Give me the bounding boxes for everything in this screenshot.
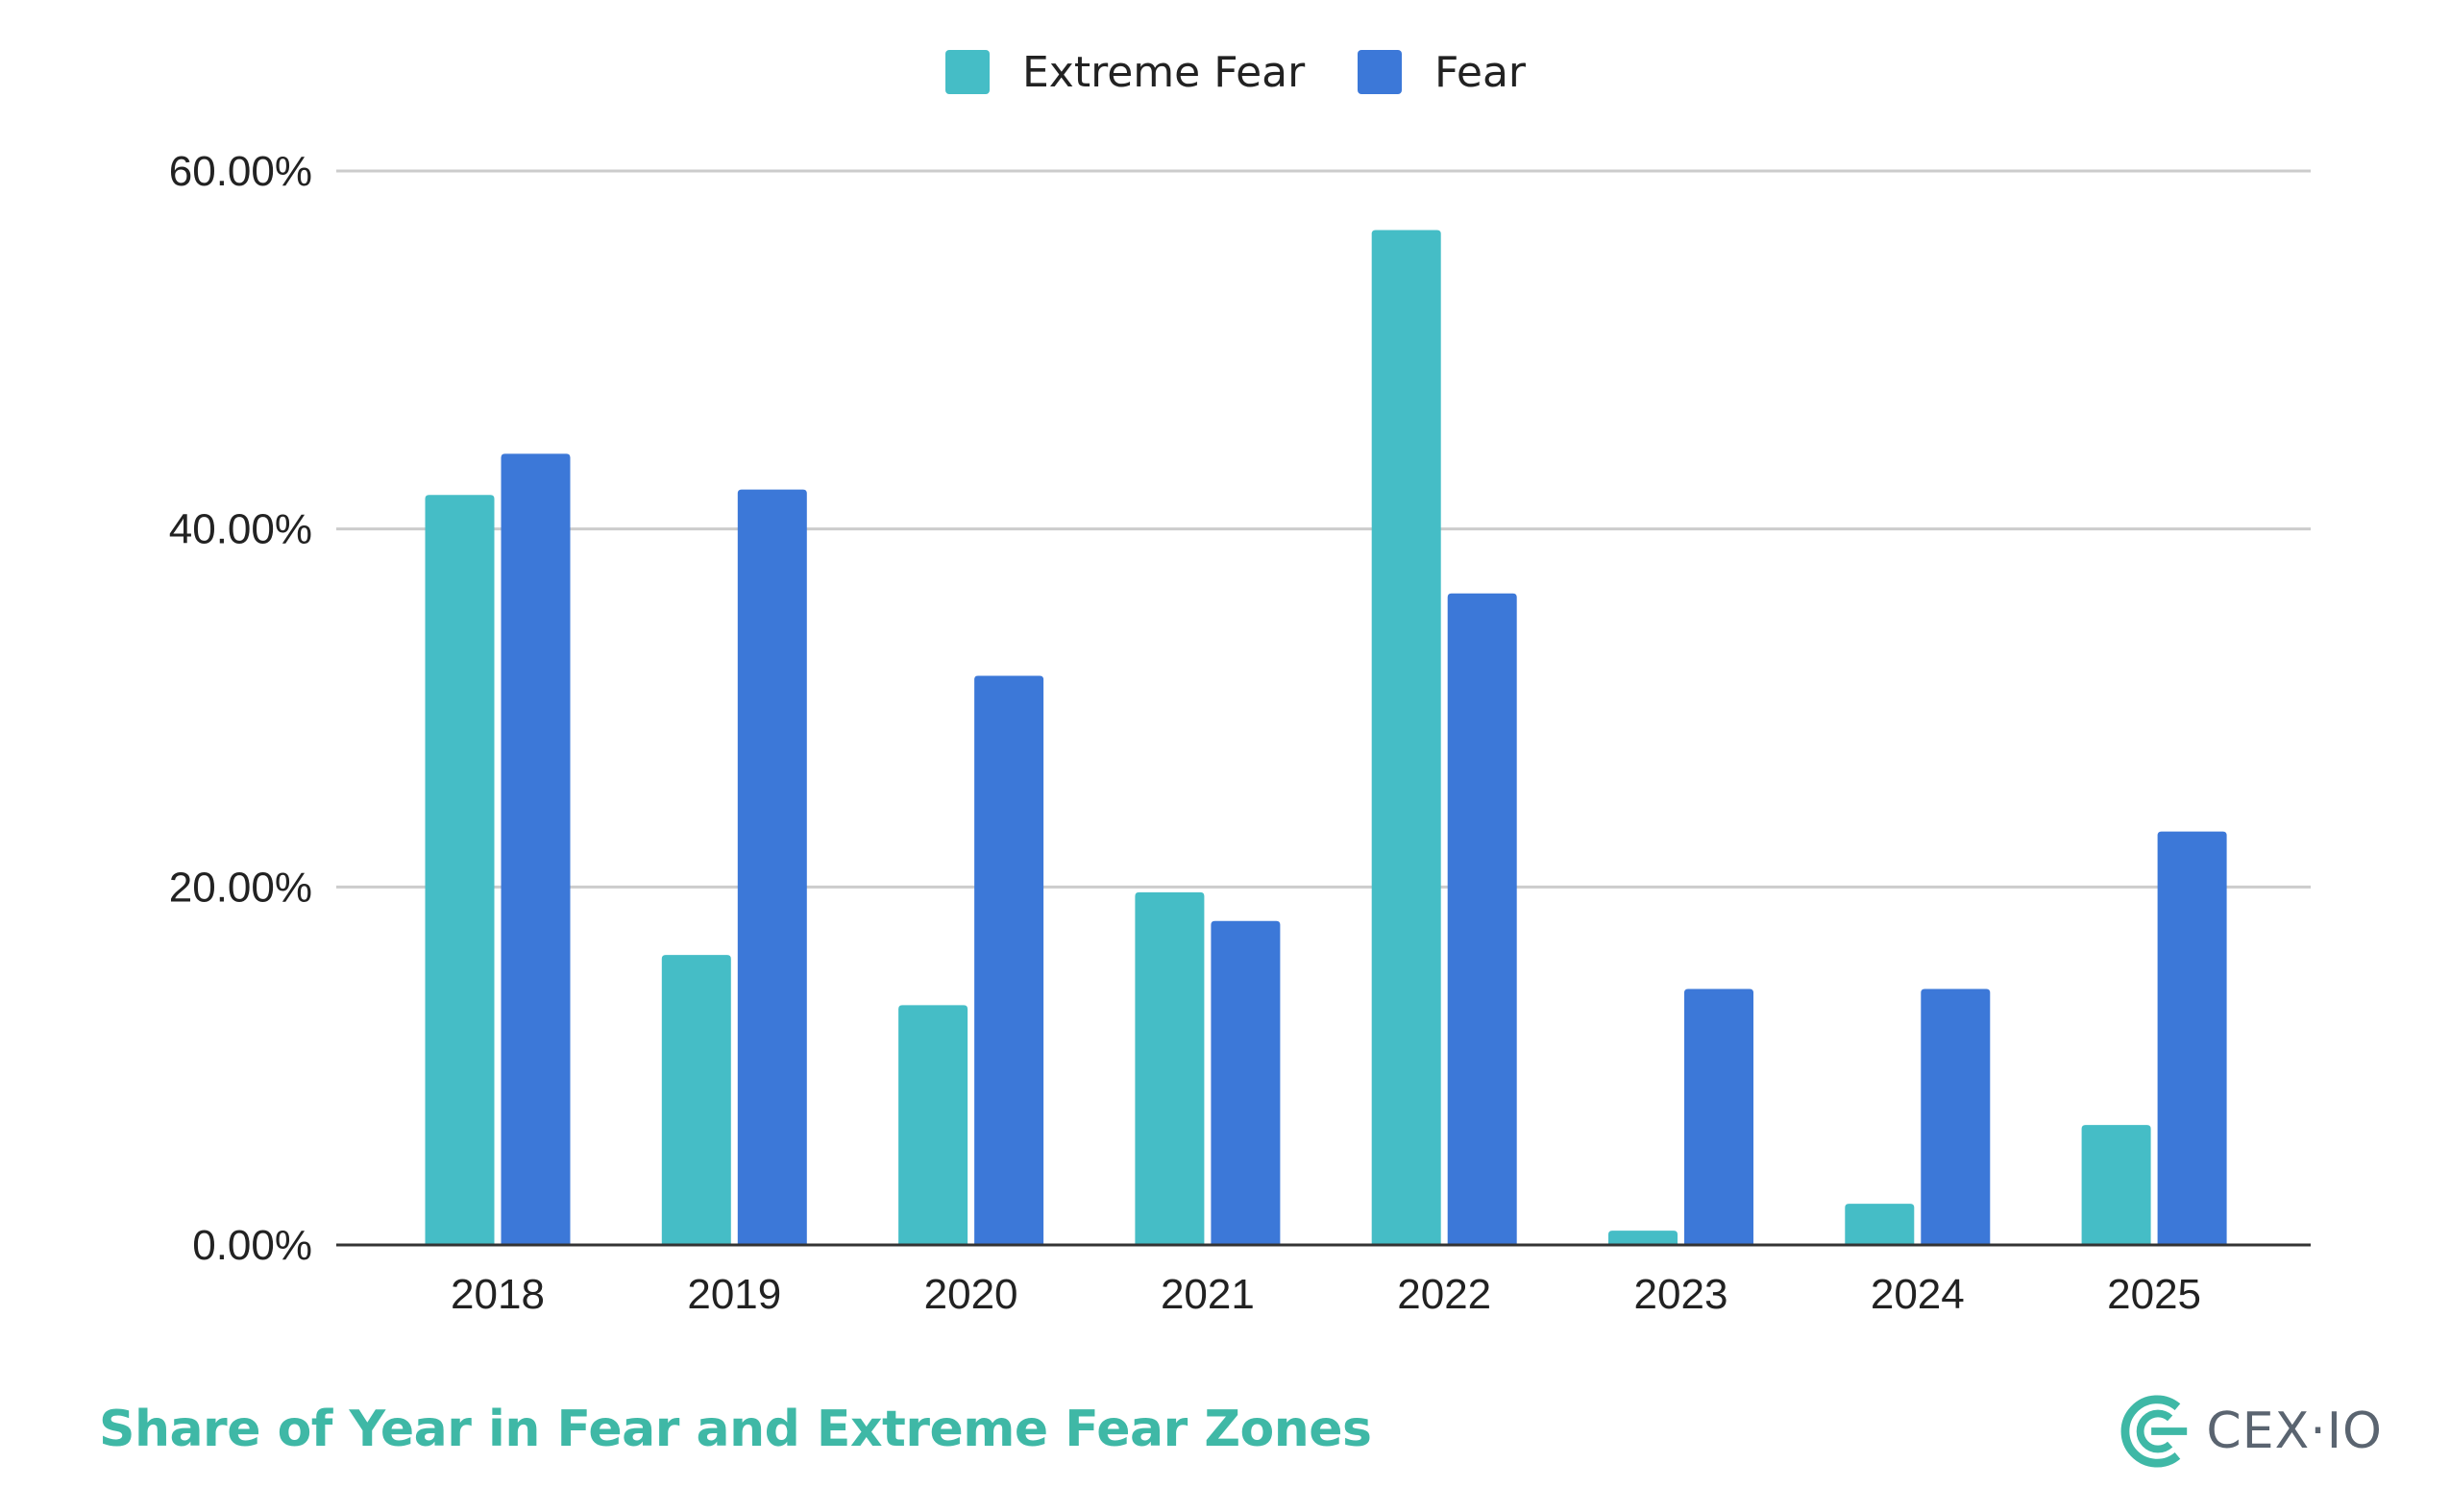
x-tick-label: 2023 bbox=[1634, 1271, 1728, 1318]
bar-extreme-fear-2024 bbox=[1845, 1204, 1915, 1245]
chart-title: Share of Year in Fear and Extreme Fear Z… bbox=[99, 1401, 1372, 1458]
bar-extreme-fear-2025 bbox=[2081, 1125, 2151, 1245]
legend-swatch-extreme-fear bbox=[945, 50, 990, 94]
logo-text: CEX·IO bbox=[2206, 1402, 2383, 1460]
x-tick-label: 2024 bbox=[1871, 1271, 1965, 1318]
x-tick-label: 2021 bbox=[1161, 1271, 1255, 1318]
y-tick-label: 60.00% bbox=[169, 148, 312, 195]
x-tick-label: 2020 bbox=[924, 1271, 1018, 1318]
cex-io-logo-icon bbox=[2120, 1395, 2188, 1468]
legend-swatch-fear bbox=[1358, 50, 1402, 94]
bar-fear-2020 bbox=[974, 675, 1044, 1245]
bar-fear-2021 bbox=[1211, 920, 1281, 1245]
bar-extreme-fear-2020 bbox=[898, 1005, 968, 1245]
bar-fear-2025 bbox=[2157, 831, 2227, 1245]
brand-logo: CEX·IO bbox=[2119, 1393, 2383, 1470]
legend-label-fear: Fear bbox=[1434, 48, 1527, 97]
y-tick-label: 40.00% bbox=[169, 506, 312, 553]
bar-extreme-fear-2023 bbox=[1608, 1231, 1678, 1245]
x-tick-label: 2019 bbox=[687, 1271, 781, 1318]
bar-fear-2018 bbox=[501, 453, 571, 1245]
x-axis-tick-labels: 2018 2019 2020 2021 2022 2023 2024 2025 bbox=[451, 1271, 2201, 1318]
bar-extreme-fear-2019 bbox=[661, 955, 731, 1245]
bars bbox=[425, 230, 2227, 1246]
gridlines bbox=[336, 169, 2311, 889]
x-tick-label: 2018 bbox=[451, 1271, 545, 1318]
y-axis-tick-labels: 0.00% 20.00% 40.00% 60.00% bbox=[169, 148, 312, 1269]
legend-label-extreme-fear: Extreme Fear bbox=[1022, 48, 1306, 97]
chart-legend: Extreme Fear Fear bbox=[945, 48, 1527, 97]
bar-extreme-fear-2018 bbox=[425, 495, 495, 1245]
bar-fear-2019 bbox=[737, 489, 807, 1245]
bar-extreme-fear-2022 bbox=[1371, 230, 1441, 1246]
y-tick-label: 20.00% bbox=[169, 864, 312, 911]
y-tick-label: 0.00% bbox=[192, 1222, 312, 1269]
bar-fear-2024 bbox=[1921, 988, 1991, 1245]
bar-fear-2023 bbox=[1684, 988, 1753, 1245]
bar-fear-2022 bbox=[1447, 593, 1517, 1245]
x-tick-label: 2025 bbox=[2107, 1271, 2201, 1318]
x-tick-label: 2022 bbox=[1397, 1271, 1491, 1318]
bar-extreme-fear-2021 bbox=[1135, 891, 1205, 1245]
